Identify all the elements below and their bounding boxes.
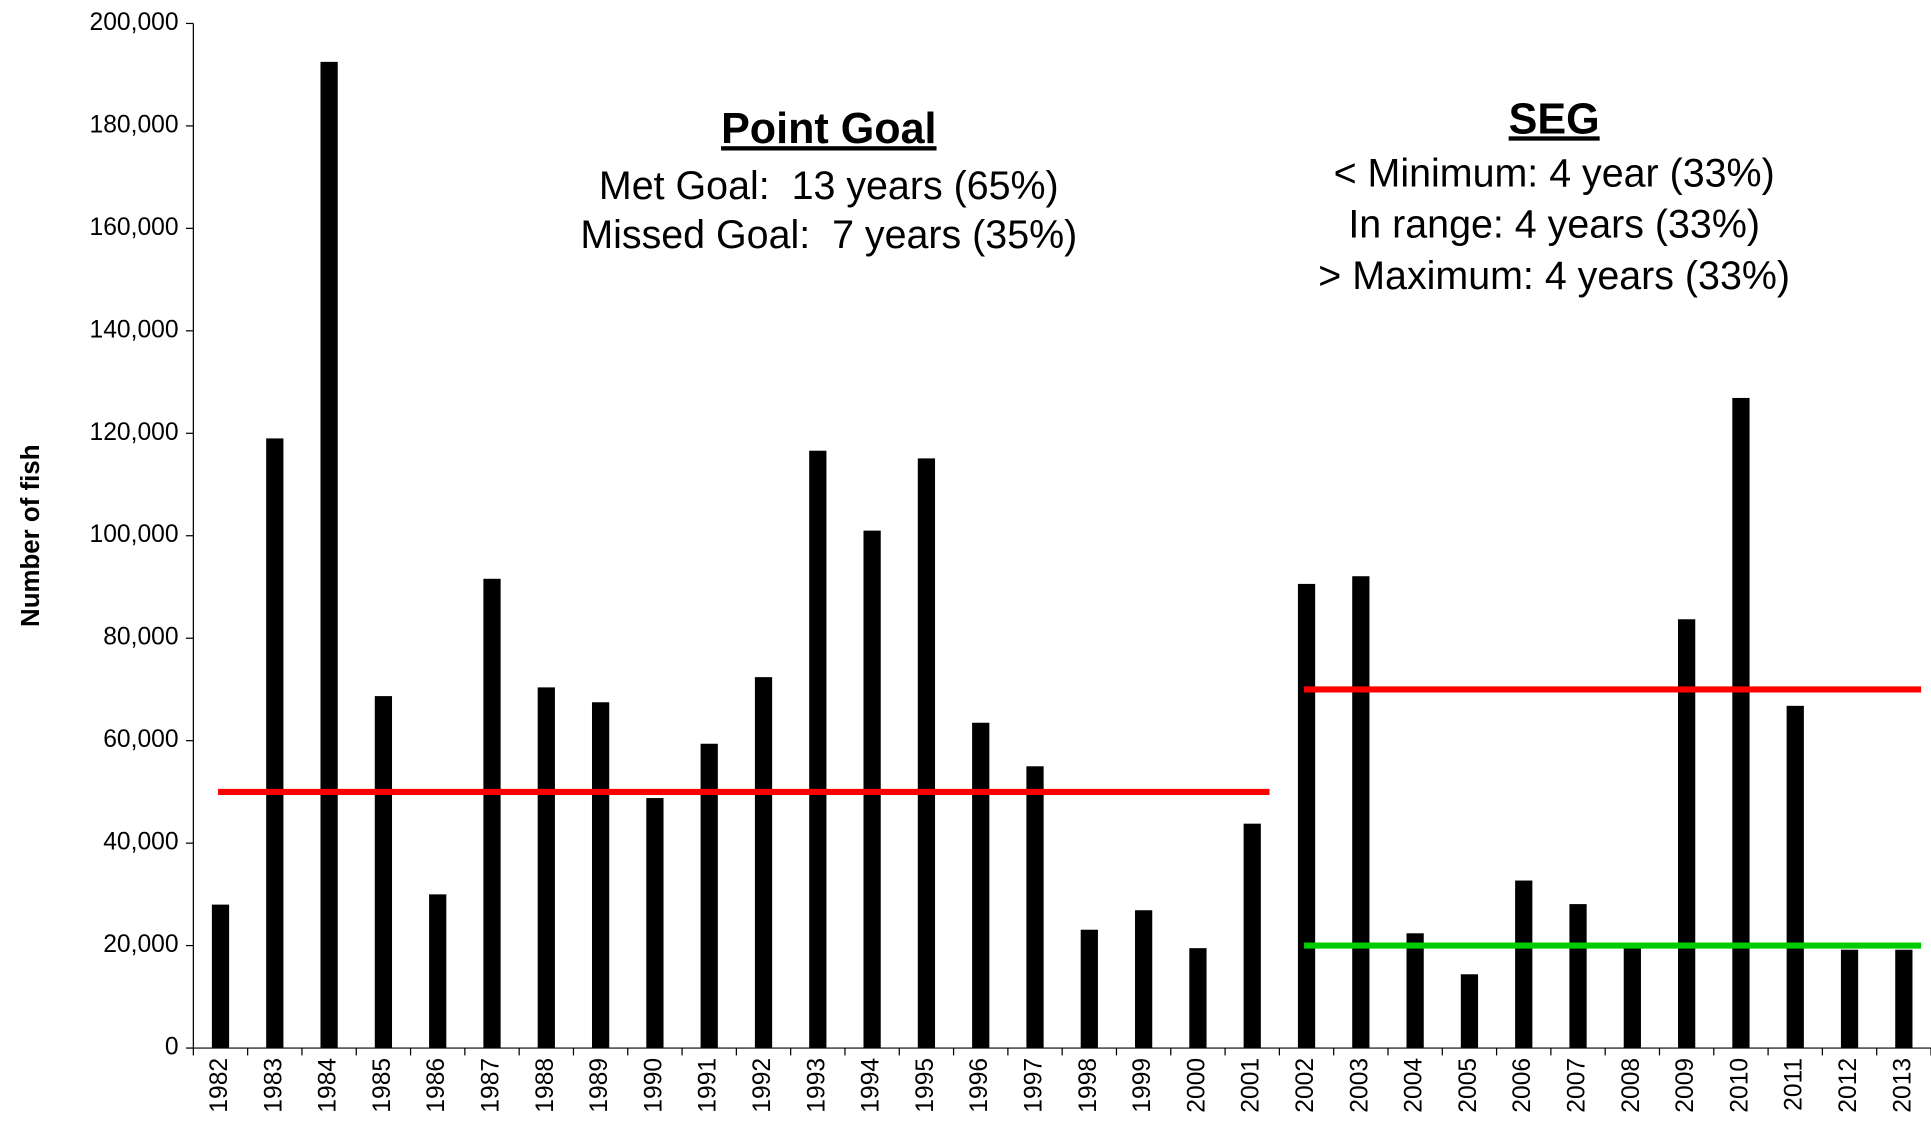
x-tick-label: 1994 — [858, 1058, 885, 1113]
bar — [374, 696, 393, 1049]
x-tick-label: 2009 — [1672, 1058, 1699, 1113]
annotation-line: Met Goal: 13 years (65%) — [599, 164, 1059, 208]
annotation-line: > Maximum: 4 years (33%) — [1318, 254, 1790, 298]
bar — [1895, 949, 1913, 1049]
x-tick-label: 2006 — [1509, 1058, 1536, 1113]
y-tick-label: 200,000 — [90, 9, 179, 36]
bar — [917, 458, 936, 1049]
x-tick-label: 1996 — [966, 1058, 993, 1113]
y-tick-label: 100,000 — [90, 521, 179, 548]
y-tick-label: 60,000 — [103, 726, 178, 753]
bar — [1460, 974, 1479, 1049]
y-axis-title: Number of fish — [17, 445, 45, 627]
x-tick-label: 1985 — [369, 1058, 396, 1113]
x-tick-label: 1984 — [315, 1058, 342, 1113]
x-tick-label: 2000 — [1183, 1058, 1210, 1113]
bar — [320, 61, 338, 1049]
bar — [483, 578, 501, 1049]
x-tick-label: 1983 — [260, 1058, 287, 1113]
y-tick-label: 160,000 — [90, 214, 179, 241]
bar — [1840, 949, 1859, 1049]
bar — [1678, 619, 1696, 1049]
y-tick-label: 40,000 — [103, 829, 178, 856]
bar — [700, 743, 718, 1049]
bar — [1732, 397, 1750, 1049]
bar — [646, 798, 664, 1049]
x-tick-label: 2011 — [1781, 1058, 1808, 1111]
bar — [591, 702, 610, 1049]
x-tick-label: 1988 — [532, 1058, 559, 1113]
x-tick-label: 1987 — [478, 1058, 505, 1113]
annotation-title: SEG — [1509, 95, 1600, 143]
bar — [1080, 929, 1098, 1049]
x-tick-label: 1992 — [749, 1058, 776, 1113]
bar — [1569, 904, 1587, 1049]
bar — [1026, 766, 1044, 1049]
bar — [754, 677, 773, 1049]
x-tick-label: 2001 — [1238, 1058, 1265, 1113]
x-tick-label: 2003 — [1346, 1058, 1373, 1113]
bar — [809, 450, 827, 1049]
bar — [1623, 946, 1641, 1049]
x-tick-label: 2002 — [1292, 1058, 1319, 1113]
x-tick-label: 1991 — [695, 1058, 722, 1113]
x-tick-label: 1993 — [803, 1058, 830, 1113]
bar — [429, 894, 447, 1049]
bar — [1135, 910, 1153, 1049]
x-tick-label: 1998 — [1075, 1058, 1102, 1113]
y-tick-label: 20,000 — [103, 931, 178, 958]
y-tick-label: 140,000 — [90, 316, 179, 343]
bar — [1352, 576, 1370, 1049]
y-tick-label: 80,000 — [103, 624, 178, 651]
x-tick-label: 1999 — [1129, 1058, 1156, 1113]
bar — [1786, 705, 1804, 1049]
x-tick-label: 1986 — [423, 1058, 450, 1113]
bar — [1189, 948, 1207, 1049]
x-tick-label: 2008 — [1618, 1058, 1645, 1113]
x-tick-label: 2004 — [1401, 1058, 1428, 1113]
bar — [266, 438, 284, 1049]
annotation-title: Point Goal — [721, 105, 936, 153]
x-tick-label: 1997 — [1021, 1058, 1048, 1113]
bar — [972, 722, 990, 1049]
bar — [537, 687, 555, 1049]
x-tick-label: 1990 — [640, 1058, 667, 1113]
x-tick-label: 1989 — [586, 1058, 613, 1113]
bar — [1515, 880, 1533, 1049]
bar — [1297, 583, 1316, 1049]
x-tick-label: 1982 — [206, 1058, 233, 1113]
y-tick-label: 0 — [165, 1034, 179, 1061]
bar — [1243, 823, 1261, 1049]
x-tick-label: 2007 — [1564, 1058, 1591, 1113]
annotation-line: < Minimum: 4 year (33%) — [1334, 152, 1775, 196]
x-tick-label: 1995 — [912, 1058, 939, 1113]
bar — [1406, 933, 1424, 1049]
x-tick-label: 2010 — [1726, 1058, 1753, 1113]
annotation-line: In range: 4 years (33%) — [1348, 203, 1760, 247]
y-tick-label: 180,000 — [90, 111, 179, 138]
x-tick-label: 2005 — [1455, 1058, 1482, 1113]
annotation-line: Missed Goal: 7 years (35%) — [580, 213, 1077, 257]
x-tick-label: 2013 — [1889, 1058, 1916, 1113]
y-tick-label: 120,000 — [90, 419, 179, 446]
bar — [211, 904, 230, 1049]
x-tick-label: 2012 — [1835, 1058, 1862, 1113]
